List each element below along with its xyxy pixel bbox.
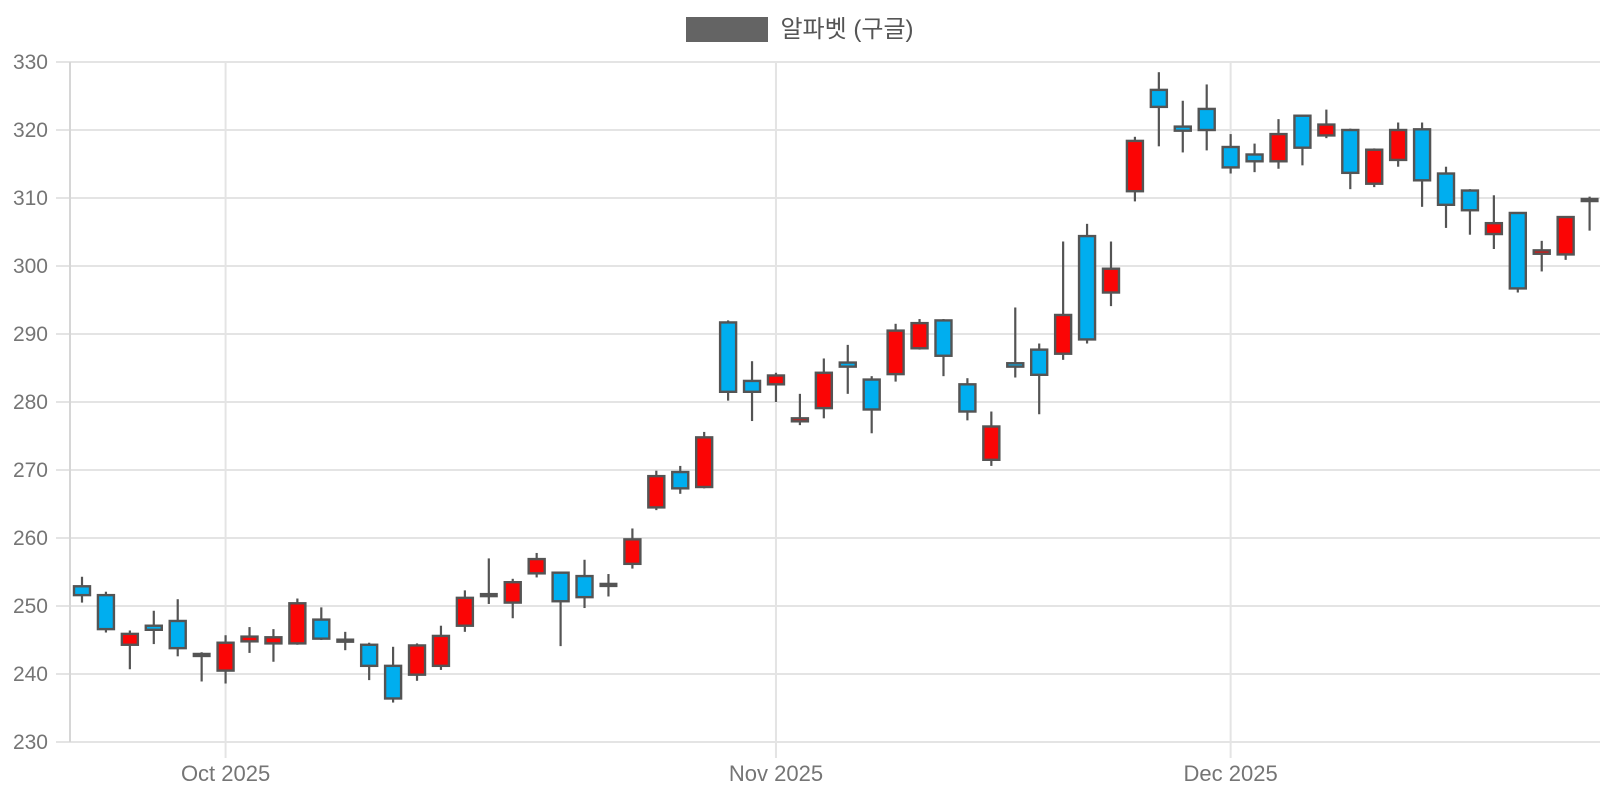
- x-axis-label: Nov 2025: [729, 761, 823, 786]
- candle-body-down: [144, 624, 163, 631]
- candle-body-down: [1029, 348, 1049, 377]
- candle-body-up: [982, 425, 1001, 462]
- legend-item[interactable]: 알파벳 (구글): [0, 17, 1600, 42]
- candle-body-up: [1365, 148, 1384, 185]
- candle-body-down: [96, 593, 116, 631]
- legend-series-label: 알파벳 (구글): [780, 16, 914, 43]
- candle-body-down: [1293, 114, 1312, 149]
- candle-body-up: [814, 371, 834, 410]
- candle-body-down: [742, 379, 762, 394]
- candle-body-up: [647, 474, 666, 509]
- candle-body-up: [431, 634, 451, 668]
- candle-body-down: [1197, 107, 1216, 132]
- candle-body-down: [575, 574, 594, 599]
- candle-body-up: [910, 321, 929, 350]
- candle-body-up: [503, 581, 522, 604]
- x-axis-label: Oct 2025: [181, 761, 270, 786]
- candle-body-down: [551, 571, 570, 603]
- candle-body-down: [934, 319, 953, 357]
- legend-swatch: [686, 17, 769, 42]
- candle-body-down: [862, 378, 881, 411]
- candle-body-up: [790, 417, 810, 423]
- candle-body-down: [383, 664, 403, 700]
- y-axis-label: 240: [13, 663, 48, 686]
- y-axis-label: 270: [13, 459, 48, 482]
- candle-body-up: [120, 632, 140, 646]
- candle-body-up: [407, 644, 427, 676]
- candle-body-up: [623, 538, 642, 566]
- candle-body-down: [1149, 88, 1169, 109]
- candle-body-up: [1125, 139, 1145, 193]
- candle-body-up: [216, 641, 235, 672]
- candle-body-down: [1221, 145, 1240, 169]
- candle-body-down: [838, 361, 857, 368]
- candle-body-up: [1269, 132, 1288, 163]
- y-axis-label: 310: [13, 187, 48, 210]
- candle-doji-body: [1580, 197, 1599, 203]
- candle-body-down: [1006, 362, 1025, 368]
- candle-doji-body: [336, 638, 355, 643]
- candle-body-up: [1101, 267, 1121, 294]
- y-axis-label: 320: [13, 119, 48, 142]
- candle-body-down: [958, 383, 977, 413]
- candle-body-down: [1245, 153, 1264, 163]
- candle-body-down: [1436, 172, 1456, 207]
- candle-body-down: [1412, 128, 1432, 182]
- candle-body-up: [1484, 221, 1504, 236]
- candle-body-down: [1341, 128, 1360, 175]
- candle-body-down: [718, 321, 738, 394]
- candle-body-up: [240, 635, 259, 643]
- candle-body-down: [168, 619, 187, 650]
- candle-body-down: [1508, 211, 1528, 290]
- candle-body-down: [312, 618, 331, 640]
- x-axis-label: Dec 2025: [1184, 761, 1278, 786]
- y-axis-label: 260: [13, 527, 48, 550]
- y-axis-label: 290: [13, 323, 48, 346]
- candle-body-down: [1460, 189, 1480, 212]
- candle-body-down: [1173, 125, 1192, 132]
- candle-body-down: [671, 470, 690, 490]
- candle-body-up: [1053, 313, 1073, 355]
- candle-body-down: [72, 585, 92, 597]
- candle-body-down: [359, 643, 379, 668]
- candle-body-up: [886, 329, 905, 376]
- candle-doji-body: [479, 592, 498, 598]
- candle-body-up: [527, 557, 546, 575]
- y-axis-label: 280: [13, 391, 48, 414]
- candle-body-up: [1317, 123, 1336, 137]
- candle-body-up: [694, 436, 714, 489]
- candle-body-up: [264, 636, 283, 645]
- candle-doji-body: [192, 652, 211, 658]
- candle-doji-body: [599, 582, 618, 588]
- y-axis-label: 230: [13, 731, 48, 754]
- y-axis-label: 250: [13, 595, 48, 618]
- candle-body-up: [766, 374, 786, 386]
- candle-body-up: [1532, 249, 1551, 255]
- y-axis-label: 330: [13, 51, 48, 74]
- candle-body-up: [1556, 215, 1575, 256]
- candle-body-up: [288, 602, 307, 645]
- candle-body-up: [1388, 128, 1408, 162]
- y-axis-label: 300: [13, 255, 48, 278]
- candle-body-up: [455, 596, 475, 627]
- candle-body-down: [1077, 234, 1097, 341]
